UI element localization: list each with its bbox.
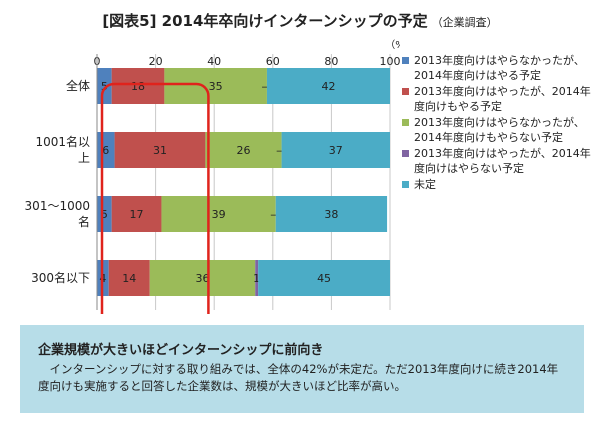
chart-title-main: [図表5] 2014年卒向けインターンシップの予定 xyxy=(102,12,428,30)
category-label: 300名以下 xyxy=(31,270,90,285)
legend-swatch xyxy=(402,57,409,64)
data-label: 37 xyxy=(329,144,343,157)
legend-item: 2013年度向けはやったが、2014年度向けもやる予定 xyxy=(402,84,598,114)
data-label: 5 xyxy=(101,80,108,93)
legend-label: 2013年度向けはやらなかったが、2014年度向けはやる予定 xyxy=(414,54,585,82)
bar-segment xyxy=(275,196,388,232)
data-label: 45 xyxy=(317,272,331,285)
chart-legend: 2013年度向けはやらなかったが、2014年度向けはやる予定 2013年度向けは… xyxy=(402,53,598,193)
data-label: 6 xyxy=(102,144,109,157)
bar-segment xyxy=(114,132,206,168)
category-label: 1001名以 xyxy=(35,134,90,149)
legend-swatch xyxy=(402,150,409,157)
summary-note: 企業規模が大きいほどインターンシップに前向き インターンシップに対する取り組みで… xyxy=(20,325,584,413)
x-tick-label: 80 xyxy=(324,55,338,68)
legend-label: 未定 xyxy=(414,178,436,191)
x-tick-label: 20 xyxy=(149,55,163,68)
summary-note-title: 企業規模が大きいほどインターンシップに前向き xyxy=(38,343,324,358)
bar-segment xyxy=(161,196,276,232)
data-label: 39 xyxy=(212,208,226,221)
data-label: 35 xyxy=(209,80,223,93)
data-label: 14 xyxy=(122,272,136,285)
data-label: 36 xyxy=(195,272,209,285)
x-tick-label: 40 xyxy=(207,55,221,68)
bar-segment xyxy=(111,68,165,104)
data-label: 42 xyxy=(321,80,335,93)
legend-swatch xyxy=(402,119,409,126)
bar-segment xyxy=(97,196,112,232)
bar-segment xyxy=(164,68,267,104)
data-label: 31 xyxy=(153,144,167,157)
unit-label: （%） xyxy=(385,39,400,51)
legend-item: 未定 xyxy=(402,177,598,192)
bar-segment xyxy=(258,260,390,296)
data-label: 17 xyxy=(130,208,144,221)
category-label: 名 xyxy=(78,214,90,229)
bar-segment xyxy=(108,260,150,296)
bar-segment xyxy=(255,260,259,296)
category-label: 全体 xyxy=(66,78,90,93)
bar-segment xyxy=(97,68,112,104)
category-label: 301～1000 xyxy=(25,199,90,213)
highlight-box xyxy=(100,82,210,314)
data-label: 26 xyxy=(237,144,251,157)
category-label: 上 xyxy=(78,151,90,165)
x-tick-label: 100 xyxy=(380,55,401,68)
legend-label: 2013年度向けはやったが、2014年度向けもやる予定 xyxy=(414,85,591,113)
legend-item: 2013年度向けはやらなかったが、2014年度向けはやる予定 xyxy=(402,53,598,83)
data-label: 5 xyxy=(101,208,108,221)
chart-title-sub: （企業調査） xyxy=(431,16,498,29)
bar-segment xyxy=(149,260,256,296)
data-label: 18 xyxy=(131,80,145,93)
data-label: 38 xyxy=(324,208,338,221)
stacked-bar-chart: （%）020406080100全体1001名以上301～1000名300名以下5… xyxy=(25,39,401,314)
legend-swatch xyxy=(402,181,409,188)
legend-swatch xyxy=(402,88,409,95)
legend-label: 2013年度向けはやったが、2014年度向けはやらない予定 xyxy=(414,147,591,175)
x-tick-label: 60 xyxy=(266,55,280,68)
legend-item: 2013年度向けはやったが、2014年度向けはやらない予定 xyxy=(402,146,598,176)
summary-note-body: インターンシップに対する取り組みでは、全体の42%が未定だ。ただ2013年度向け… xyxy=(38,362,559,393)
bar-segment xyxy=(205,132,282,168)
data-label: 1 xyxy=(253,272,260,285)
chart-title: [図表5] 2014年卒向けインターンシップの予定 （企業調査） xyxy=(0,10,600,31)
legend-item: 2013年度向けはやらなかったが、2014年度向けもやらない予定 xyxy=(402,115,598,145)
bar-segment xyxy=(281,132,390,168)
bar-segment xyxy=(266,68,390,104)
bar-segment xyxy=(111,196,162,232)
legend-label: 2013年度向けはやらなかったが、2014年度向けもやらない予定 xyxy=(414,116,585,144)
